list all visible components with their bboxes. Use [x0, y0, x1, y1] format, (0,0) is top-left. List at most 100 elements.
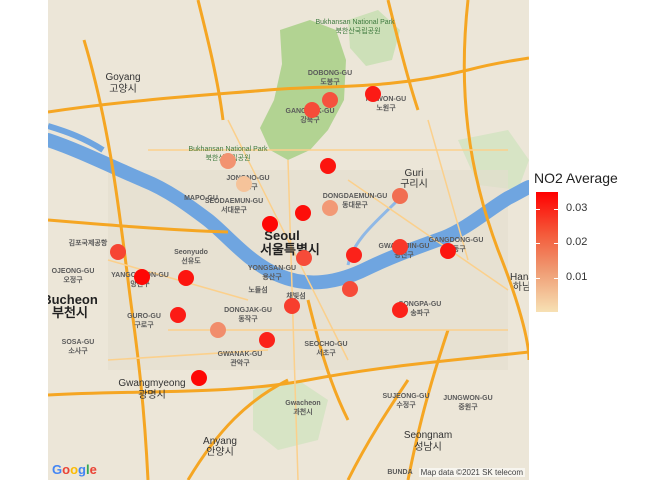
base-map: Bukhansan National Park북한산국립공원Goyang고양시D… [48, 0, 529, 480]
park-area-north-east [348, 10, 400, 66]
park-area-south [253, 380, 328, 450]
river-branch-west [48, 123, 105, 153]
map-label: 도봉구 [320, 78, 340, 86]
map-label: Goyang [105, 72, 140, 83]
legend-tick-left [536, 209, 540, 211]
station-point[interactable] [342, 281, 358, 297]
station-point[interactable] [236, 176, 252, 192]
legend-tick-label: 0.03 [566, 202, 588, 215]
map-label: 과천시 [293, 407, 312, 416]
legend-tick-label: 0.01 [566, 270, 588, 283]
station-point[interactable] [110, 244, 126, 260]
map-label: 서초구 [316, 348, 336, 357]
map-label: 용산구 [262, 272, 282, 281]
legend: NO2 Average 0.03 0.02 0.01 [534, 170, 664, 320]
google-logo-letter: o [70, 462, 79, 477]
map-label: DOBONG-GU [308, 70, 352, 77]
map-label: 관악구 [230, 358, 250, 367]
station-point[interactable] [210, 322, 226, 338]
map-label: JUNGWON-GU [443, 395, 492, 402]
legend-tick-left [536, 243, 540, 245]
map-label: 송파구 [410, 308, 430, 317]
map-label: 소사구 [68, 346, 88, 355]
station-point[interactable] [392, 239, 408, 255]
map-label: Seoul [264, 228, 299, 243]
google-logo[interactable]: Google [52, 462, 97, 477]
map-label: 구로구 [134, 321, 154, 329]
google-logo-letter: G [52, 462, 63, 477]
station-point[interactable] [392, 188, 408, 204]
map-label: Bukhansan National Park [316, 19, 395, 26]
google-logo-letter: o [62, 462, 71, 477]
station-point[interactable] [365, 86, 381, 102]
map-label: NOWON-GU [366, 96, 406, 103]
legend-tick-right [554, 277, 558, 279]
station-point[interactable] [220, 153, 236, 169]
map-label: 북한산국립공원 [335, 26, 380, 35]
station-point[interactable] [284, 298, 300, 314]
station-point[interactable] [346, 247, 362, 263]
legend-colorbar [536, 192, 558, 312]
han-river [48, 133, 529, 290]
map-label: 노들섬 [248, 285, 267, 294]
map-label: 하남 [513, 280, 529, 293]
map-label: 광명시 [138, 389, 166, 401]
map-label: YONGSAN-GU [248, 265, 296, 272]
map-label: Bucheon [48, 292, 98, 307]
map-label: 동작구 [238, 314, 258, 323]
map-panel[interactable]: Bukhansan National Park 북한산국립공원 Goyang 고양시 D… [48, 0, 529, 480]
map-label: 강북구 [300, 115, 320, 124]
map-label: 강동구 [446, 244, 466, 253]
map-label: 선유도 [181, 256, 201, 265]
legend-tick-left [536, 277, 540, 279]
map-label: SEOCHO-GU [304, 341, 347, 348]
google-logo-letter: l [85, 462, 90, 477]
map-label: Anyang [203, 436, 237, 447]
map-label: Gwacheon [285, 400, 320, 407]
legend-tick-right [554, 243, 558, 245]
google-logo-letter: g [78, 462, 86, 477]
map-label: 광진구 [394, 250, 414, 259]
map-label: BUNDA [387, 469, 412, 476]
map-label: SONGPA-GU [399, 301, 442, 308]
station-point[interactable] [295, 205, 311, 221]
map-label: 노원구 [376, 103, 396, 112]
station-point[interactable] [392, 302, 408, 318]
map-label: SUJEONG-GU [382, 393, 429, 400]
map-label: GWANAK-GU [218, 351, 263, 358]
legend-tick-label: 0.02 [566, 236, 588, 249]
station-point[interactable] [296, 250, 312, 266]
station-point[interactable] [440, 243, 456, 259]
map-label: 서대문구 [221, 205, 247, 214]
map-label: Seonyudo [174, 249, 208, 256]
map-label: Guri [405, 168, 424, 179]
map-label: 김포국제공항 [69, 238, 108, 247]
station-point[interactable] [322, 92, 338, 108]
map-label: DONGJAK-GU [224, 307, 272, 314]
map-label: Hana [510, 272, 529, 283]
map-label: Seongnam [404, 430, 452, 441]
station-point[interactable] [262, 216, 278, 232]
station-point[interactable] [170, 307, 186, 323]
station-point[interactable] [178, 270, 194, 286]
map-label: 구리시 [400, 178, 428, 190]
map-label: 안양시 [206, 446, 234, 458]
google-logo-letter: e [89, 462, 97, 477]
station-point[interactable] [304, 102, 320, 118]
highway-network [48, 0, 529, 480]
map-label: 부천시 [52, 305, 88, 320]
map-label: 수정구 [396, 400, 416, 409]
map-label: OJEONG-GU [52, 268, 95, 275]
station-point[interactable] [134, 269, 150, 285]
map-label: Bukhansan National Park [189, 146, 268, 153]
map-label: 성남시 [414, 441, 442, 453]
map-label: SEODAEMUN-GU [205, 198, 263, 205]
map-attribution[interactable]: Map data ©2021 SK telecom [418, 468, 525, 477]
map-label: GANGDONG-GU [429, 237, 484, 244]
map-label: 중원구 [458, 402, 478, 411]
station-point[interactable] [322, 200, 338, 216]
station-point[interactable] [320, 158, 336, 174]
station-point[interactable] [191, 370, 207, 386]
station-point[interactable] [259, 332, 275, 348]
map-label: 오정구 [63, 275, 83, 284]
